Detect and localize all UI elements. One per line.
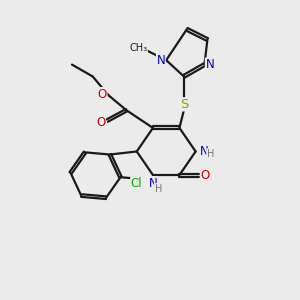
Text: Cl: Cl: [131, 177, 142, 190]
Text: N: N: [200, 145, 208, 158]
Text: H: H: [154, 184, 162, 194]
Text: H: H: [207, 149, 214, 159]
Text: N: N: [157, 54, 165, 67]
Text: N: N: [148, 177, 157, 190]
Text: N: N: [206, 58, 214, 71]
Text: O: O: [96, 116, 106, 128]
Text: O: O: [98, 88, 107, 100]
Text: S: S: [180, 98, 188, 111]
Text: O: O: [200, 169, 210, 182]
Text: CH₃: CH₃: [129, 44, 147, 53]
